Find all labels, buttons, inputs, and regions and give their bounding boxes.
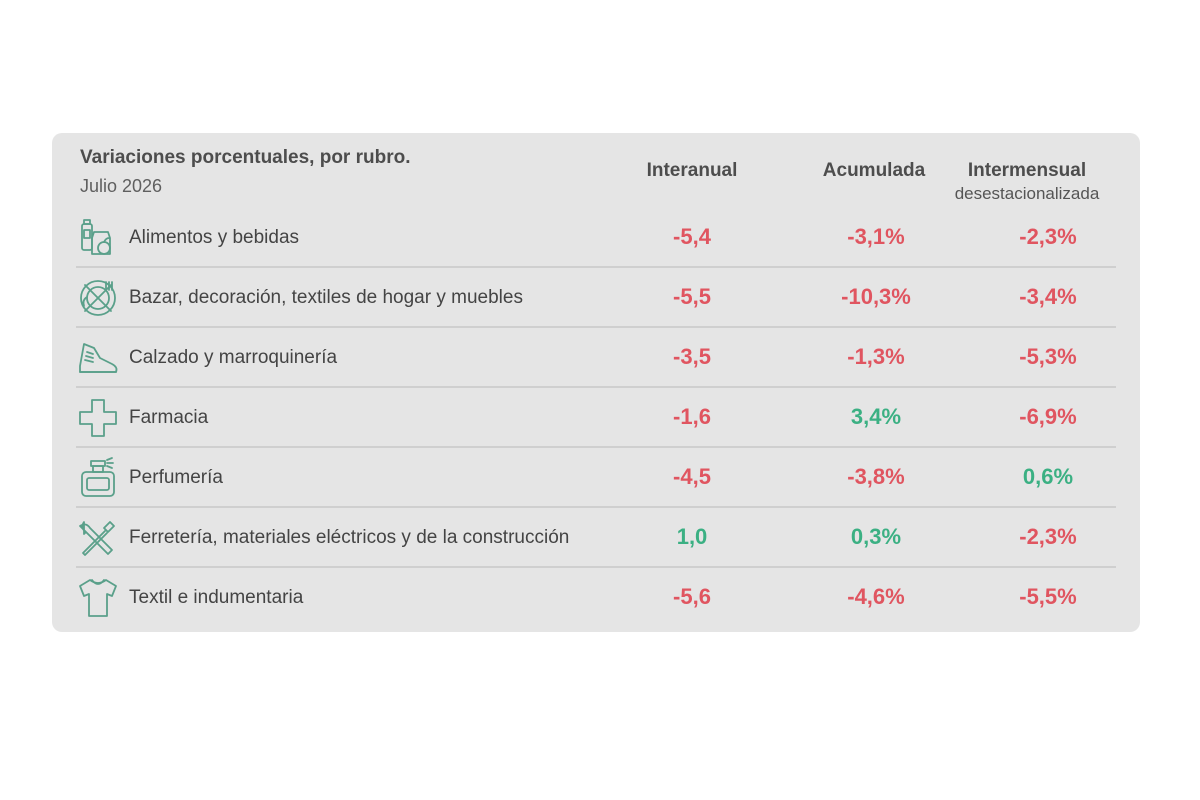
- sneaker-icon: [76, 336, 120, 380]
- row-label: Textil e indumentaria: [129, 587, 304, 608]
- row-divider: [76, 446, 1116, 448]
- row-value: -1,6: [673, 404, 711, 429]
- column-header-intermensual: Intermensual desestacionalizada: [922, 160, 1132, 204]
- row-label: Bazar, decoración, textiles de hogar y m…: [129, 287, 523, 308]
- row-value: -5,5: [673, 284, 711, 309]
- row-value: 0,3%: [850, 524, 902, 549]
- row-value: 1,0: [676, 524, 708, 549]
- row-value: 3,4%: [850, 404, 902, 429]
- row-value: -5,4: [673, 224, 711, 249]
- row-value: -2,3%: [1019, 524, 1077, 549]
- dining-icon: [76, 276, 120, 320]
- row-value: -4,5: [673, 464, 711, 489]
- row-value: -2,3%: [1019, 224, 1077, 249]
- medical-cross-icon: [76, 396, 120, 440]
- row-divider: [76, 566, 1116, 568]
- row-divider: [76, 266, 1116, 268]
- column-header-label: Intermensual: [967, 160, 1087, 181]
- row-value: -4,6%: [847, 584, 905, 609]
- column-header-sublabel: desestacionalizada: [954, 184, 1100, 203]
- row-label: Ferretería, materiales eléctricos y de l…: [129, 527, 570, 548]
- table-subtitle: Julio 2026: [80, 176, 163, 196]
- row-value: -5,5%: [1019, 584, 1077, 609]
- tools-icon: [76, 516, 120, 560]
- row-value: -5,3%: [1019, 344, 1077, 369]
- row-divider: [76, 506, 1116, 508]
- table-row: Bazar, decoración, textiles de hogar y m…: [76, 268, 1116, 328]
- table-row: Farmacia -1,6 3,4% -6,9%: [76, 388, 1116, 448]
- column-header-label: Interanual: [646, 160, 738, 181]
- row-value: -10,3%: [841, 284, 911, 309]
- row-value: -3,1%: [847, 224, 905, 249]
- column-header-acumulada: Acumulada: [789, 160, 959, 182]
- table-row: Calzado y marroquinería -3,5 -1,3% -5,3%: [76, 328, 1116, 388]
- row-value: -3,4%: [1019, 284, 1077, 309]
- row-value: -3,5: [673, 344, 711, 369]
- row-label: Perfumería: [129, 467, 223, 488]
- column-header-label: Acumulada: [822, 160, 926, 181]
- shirt-icon: [76, 576, 120, 620]
- row-value: -6,9%: [1019, 404, 1077, 429]
- row-label: Calzado y marroquinería: [129, 347, 338, 368]
- grocery-icon: [76, 216, 120, 260]
- table-title: Variaciones porcentuales, por rubro.: [80, 147, 411, 168]
- row-value: -3,8%: [847, 464, 905, 489]
- row-label: Alimentos y bebidas: [129, 227, 300, 248]
- row-value: -1,3%: [847, 344, 905, 369]
- table-row: Ferretería, materiales eléctricos y de l…: [76, 508, 1116, 568]
- perfume-bottle-icon: [76, 456, 120, 500]
- table-row: Perfumería -4,5 -3,8% 0,6%: [76, 448, 1116, 508]
- row-divider: [76, 326, 1116, 328]
- table-card: Variaciones porcentuales, por rubro. Jul…: [52, 133, 1140, 632]
- table-row: Textil e indumentaria -5,6 -4,6% -5,5%: [76, 568, 1116, 628]
- row-value: -5,6: [673, 584, 711, 609]
- row-label: Farmacia: [129, 407, 209, 428]
- row-value: 0,6%: [1022, 464, 1074, 489]
- table-row: Alimentos y bebidas -5,4 -3,1% -2,3%: [76, 208, 1116, 268]
- column-header-interanual: Interanual: [612, 160, 772, 182]
- row-divider: [76, 386, 1116, 388]
